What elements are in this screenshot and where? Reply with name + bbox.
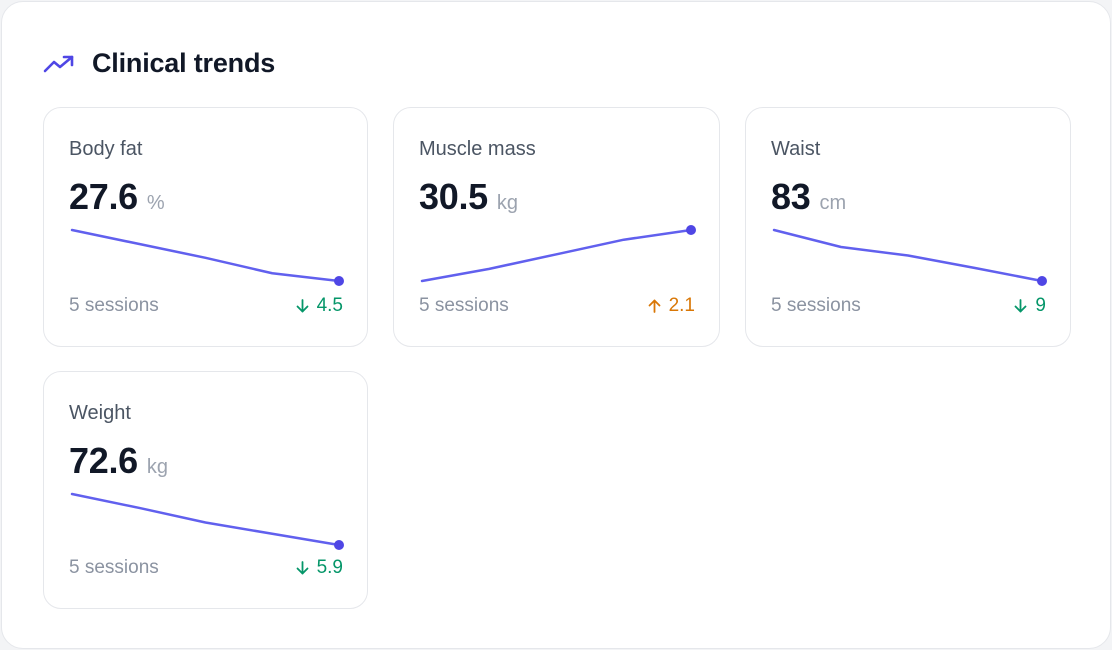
change-indicator: 5.9: [296, 557, 343, 579]
metric-value-row: 27.6 %: [69, 176, 165, 218]
change-indicator: 2.1: [648, 295, 695, 317]
metric-unit: %: [146, 192, 165, 214]
arrow-head: [648, 299, 660, 307]
change-value: 2.1: [668, 295, 695, 316]
metric-unit: cm: [819, 192, 847, 214]
metric-label: Weight: [69, 402, 131, 424]
sessions-count: 5 sessions: [69, 557, 159, 578]
metric-value: 27.6: [69, 176, 138, 217]
sessions-count: 5 sessions: [69, 295, 159, 316]
arrow-down-icon: [1015, 299, 1027, 313]
panel-header: Clinical trends: [43, 48, 275, 79]
change-indicator: 4.5: [296, 295, 343, 317]
sparkline-path: [70, 492, 341, 547]
arrow-head: [1015, 305, 1027, 313]
change-indicator: 9: [1014, 295, 1046, 317]
sparkline-latest-point: [1037, 276, 1047, 286]
change-value: 4.5: [316, 295, 343, 316]
sparkline-path: [772, 228, 1044, 283]
sessions-count: 5 sessions: [419, 295, 509, 316]
metric-card-muscle-mass[interactable]: Muscle mass 30.5 kg 5 sessions 2.1: [393, 107, 720, 347]
sparkline-path: [70, 228, 341, 283]
arrow-up-icon: [648, 299, 660, 313]
sessions-count: 5 sessions: [771, 295, 861, 316]
metric-value-row: 83 cm: [771, 176, 846, 218]
metric-value: 72.6: [69, 440, 138, 481]
sparkline-latest-point: [334, 276, 344, 286]
arrow-head: [296, 305, 308, 313]
arrow-down-icon: [296, 561, 308, 575]
metric-value-row: 30.5 kg: [419, 176, 518, 218]
arrow-head: [296, 567, 308, 575]
arrow-down-icon: [296, 299, 308, 313]
panel-title: Clinical trends: [92, 48, 276, 78]
metric-card-waist[interactable]: Waist 83 cm 5 sessions 9: [745, 107, 1071, 347]
metric-label: Muscle mass: [419, 138, 536, 160]
metric-label: Waist: [771, 138, 821, 160]
metric-value-row: 72.6 kg: [69, 440, 168, 482]
metric-card-weight[interactable]: Weight 72.6 kg 5 sessions 5.9: [43, 371, 368, 609]
trending-up-icon: [43, 55, 74, 72]
change-value: 5.9: [316, 557, 343, 578]
metric-value: 83: [771, 176, 811, 217]
metric-label: Body fat: [69, 138, 143, 160]
metric-unit: kg: [496, 192, 518, 214]
sparkline-path: [420, 228, 693, 283]
metric-card-body-fat[interactable]: Body fat 27.6 % 5 sessions 4.5: [43, 107, 368, 347]
metric-unit: kg: [146, 456, 168, 478]
sparkline-latest-point: [334, 540, 344, 550]
change-value: 9: [1035, 295, 1046, 316]
sparkline-latest-point: [686, 225, 696, 235]
metric-value: 30.5: [419, 176, 488, 217]
